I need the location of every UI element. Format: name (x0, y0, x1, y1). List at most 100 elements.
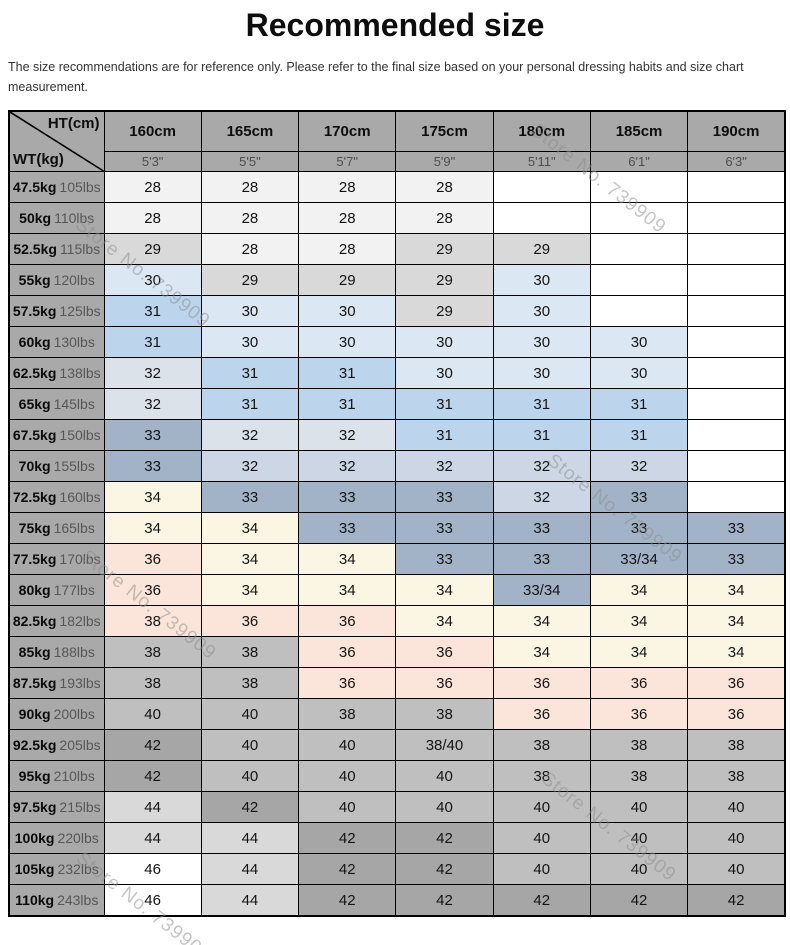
size-cell: 40 (103, 698, 202, 730)
size-cell: 36 (395, 636, 494, 668)
table-row: 92.5kg 205lbs 42 40 40 38/40 38 38 38 (8, 729, 786, 761)
size-cell: 30 (589, 357, 689, 389)
column-header-ft: 6'3" (687, 151, 786, 172)
size-cell: 46 (103, 853, 202, 885)
column-header-cm: 160cm (103, 110, 202, 152)
table-row: 90kg 200lbs 40 40 38 38 36 36 36 (8, 698, 786, 730)
size-cell: 38 (687, 760, 786, 792)
weight-lbs: 243lbs (57, 892, 99, 908)
size-cell: 34 (298, 574, 397, 606)
column-header-cm: 175cm (395, 110, 494, 152)
size-cell: 36 (589, 698, 689, 730)
weight-kg: 82.5kg (12, 613, 57, 629)
table-row: 80kg 177lbs 36 34 34 34 33/34 34 34 (8, 574, 786, 606)
size-cell: 34 (395, 574, 494, 606)
size-cell: 29 (395, 233, 494, 265)
size-cell: 33 (298, 481, 397, 513)
size-cell: 40 (200, 729, 300, 761)
size-cell: 31 (492, 388, 591, 420)
size-cell: 38 (395, 698, 494, 730)
size-cell: 33 (687, 543, 786, 575)
size-cell (589, 233, 689, 265)
weight-lbs: 200lbs (53, 706, 95, 722)
size-cell: 42 (200, 791, 300, 823)
size-cell: 42 (103, 729, 202, 761)
size-cell: 32 (103, 388, 202, 420)
size-cell: 30 (589, 326, 689, 358)
size-cell: 29 (200, 264, 300, 296)
size-cell: 32 (298, 450, 397, 482)
size-cell: 34 (687, 574, 786, 606)
size-cell: 40 (687, 791, 786, 823)
size-cell: 33 (103, 419, 202, 451)
weight-lbs: 220lbs (57, 830, 99, 846)
size-cell: 42 (103, 760, 202, 792)
size-cell (687, 171, 786, 203)
size-cell (589, 295, 689, 327)
weight-label-cell: 110kg 243lbs (8, 884, 105, 917)
weight-lbs: 182lbs (59, 613, 101, 629)
table-row: 77.5kg 170lbs 36 34 34 33 33 33/34 33 (8, 543, 786, 575)
weight-label-cell: 87.5kg 193lbs (8, 667, 105, 699)
size-cell: 29 (103, 233, 202, 265)
weight-lbs: 155lbs (53, 458, 95, 474)
size-cell: 32 (395, 450, 494, 482)
size-cell: 42 (395, 822, 494, 854)
weight-label-cell: 75kg 165lbs (8, 512, 105, 544)
size-cell: 30 (492, 264, 591, 296)
size-cell: 34 (492, 605, 591, 637)
size-cell (687, 233, 786, 265)
size-cell: 42 (492, 884, 591, 917)
weight-kg: 70kg (18, 458, 51, 474)
weight-label-cell: 60kg 130lbs (8, 326, 105, 358)
size-cell: 36 (395, 667, 494, 699)
size-cell: 34 (103, 481, 202, 513)
weight-kg: 87.5kg (12, 675, 57, 691)
size-cell: 40 (395, 791, 494, 823)
size-cell: 28 (200, 233, 300, 265)
size-cell: 32 (103, 357, 202, 389)
size-cell: 44 (103, 791, 202, 823)
weight-label-cell: 47.5kg 105lbs (8, 171, 105, 203)
size-cell: 28 (395, 171, 494, 203)
size-cell: 33/34 (589, 543, 689, 575)
size-cell: 28 (200, 171, 300, 203)
weight-lbs: 120lbs (53, 272, 95, 288)
size-cell: 38 (589, 760, 689, 792)
table-row: 100kg 220lbs 44 44 42 42 40 40 40 (8, 822, 786, 854)
size-cell: 30 (395, 326, 494, 358)
size-cell: 42 (298, 853, 397, 885)
size-cell: 36 (589, 667, 689, 699)
weight-label-cell: 80kg 177lbs (8, 574, 105, 606)
size-cell (687, 481, 786, 513)
size-cell (589, 264, 689, 296)
size-cell: 32 (492, 450, 591, 482)
table-row: 110kg 243lbs 46 44 42 42 42 42 42 (8, 884, 786, 917)
size-table: HT(cm) WT(kg) 160cm 165cm 170cm 175cm 180cm 185… (8, 110, 786, 917)
size-cell (687, 450, 786, 482)
size-cell: 42 (395, 853, 494, 885)
size-cell: 40 (298, 791, 397, 823)
weight-lbs: 232lbs (57, 861, 99, 877)
size-cell: 38 (103, 605, 202, 637)
size-cell: 30 (200, 295, 300, 327)
weight-kg: 65kg (18, 396, 51, 412)
column-header-ft: 5'5" (200, 151, 300, 172)
size-cell: 32 (589, 450, 689, 482)
size-cell: 31 (395, 388, 494, 420)
size-cell: 36 (687, 667, 786, 699)
weight-label-cell: 65kg 145lbs (8, 388, 105, 420)
weight-kg: 105kg (14, 861, 55, 877)
weight-label-cell: 67.5kg 150lbs (8, 419, 105, 451)
size-cell: 36 (687, 698, 786, 730)
weight-label-cell: 100kg 220lbs (8, 822, 105, 854)
size-cell: 40 (298, 729, 397, 761)
weight-kg: 47.5kg (12, 179, 57, 195)
size-cell: 38 (103, 667, 202, 699)
size-cell: 29 (298, 264, 397, 296)
weight-lbs: 105lbs (59, 179, 101, 195)
size-cell: 30 (200, 326, 300, 358)
weight-label-cell: 52.5kg 115lbs (8, 233, 105, 265)
size-cell: 30 (492, 295, 591, 327)
weight-label-cell: 77.5kg 170lbs (8, 543, 105, 575)
